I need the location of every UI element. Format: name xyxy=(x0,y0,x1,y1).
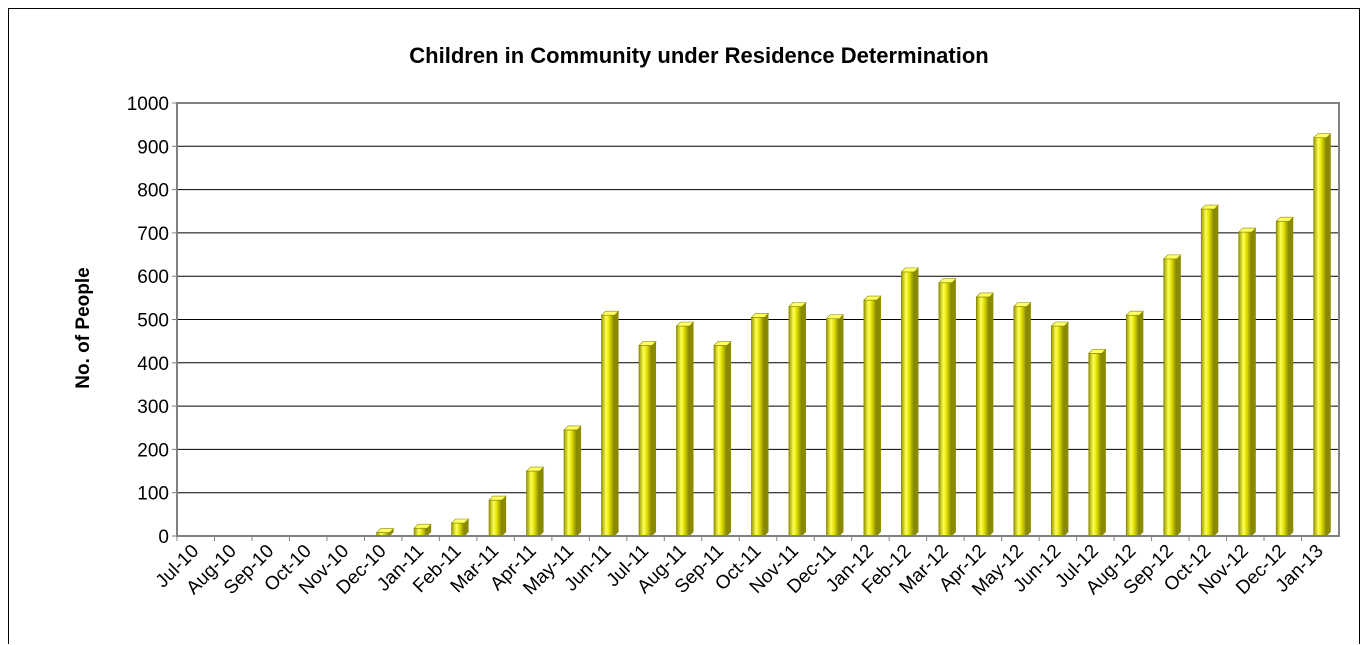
bar-body xyxy=(713,345,728,537)
bar xyxy=(1088,348,1107,537)
bar xyxy=(938,278,957,537)
bar-body xyxy=(1125,314,1140,537)
bar-side xyxy=(689,321,694,536)
bar-side xyxy=(464,519,469,536)
bar-side xyxy=(1289,217,1294,537)
bar xyxy=(563,425,582,537)
bar xyxy=(825,314,845,537)
bar xyxy=(413,523,432,537)
bar xyxy=(1200,204,1220,537)
bar-body xyxy=(976,296,990,537)
bar xyxy=(1313,133,1332,537)
bar xyxy=(488,495,507,537)
bar-body xyxy=(413,527,428,537)
bar xyxy=(750,313,770,537)
bar-body xyxy=(1163,258,1178,537)
bar xyxy=(1050,321,1070,537)
y-tick-label: 600 xyxy=(137,267,169,288)
y-axis-ticks: 0 100 200 300 400 500 600 700 800 900 1000 xyxy=(127,94,177,548)
bar-body xyxy=(1275,220,1290,537)
y-tick-label: 700 xyxy=(137,224,169,245)
chart-title: Children in Community under Residence De… xyxy=(409,43,988,68)
bar-side xyxy=(1326,133,1331,536)
bar-side xyxy=(389,528,394,536)
bar-side xyxy=(614,311,619,536)
bar-side xyxy=(539,467,544,536)
bar-body xyxy=(901,271,915,537)
chart: Children in Community under Residence De… xyxy=(73,43,1340,600)
bar-side xyxy=(1026,302,1031,536)
bar xyxy=(788,302,807,537)
bar xyxy=(375,528,395,537)
bar-side xyxy=(652,341,657,536)
bar xyxy=(675,321,695,537)
bar-body xyxy=(751,316,765,537)
bar xyxy=(638,341,657,537)
bar-body xyxy=(1088,352,1103,537)
bar xyxy=(450,518,470,537)
bar-body xyxy=(488,499,503,537)
bar xyxy=(863,295,882,537)
bar-body xyxy=(1050,325,1065,537)
bar-side xyxy=(427,524,432,536)
y-tick-label: 400 xyxy=(137,354,169,375)
bar xyxy=(1163,254,1182,537)
y-tick-label: 0 xyxy=(158,527,169,548)
bar-body xyxy=(788,306,803,537)
bar xyxy=(1238,227,1257,537)
bar-body xyxy=(638,345,653,537)
bar-side xyxy=(1101,349,1106,536)
bar xyxy=(1275,216,1294,537)
bar-side xyxy=(989,292,994,536)
bar-side xyxy=(502,496,507,536)
bar-body xyxy=(1238,231,1253,537)
bar xyxy=(1125,310,1145,537)
bar-side xyxy=(1139,311,1144,536)
bar-body xyxy=(1313,137,1328,537)
bar-side xyxy=(914,267,919,536)
y-tick-label: 800 xyxy=(137,181,169,202)
bar-body xyxy=(676,325,690,537)
bar-body xyxy=(526,470,540,537)
bar-body xyxy=(451,522,466,537)
y-tick-label: 1000 xyxy=(127,94,169,115)
bars xyxy=(375,133,1332,537)
chart-frame: Children in Community under Residence De… xyxy=(8,8,1360,644)
bar-side xyxy=(727,341,732,536)
x-axis-ticks: Jul-10Aug-10Sep-10Oct-10Nov-10Dec-10Jan-… xyxy=(152,536,1328,600)
bar-side xyxy=(801,302,806,536)
bar-side xyxy=(1064,321,1069,536)
y-axis-label: No. of People xyxy=(73,267,94,388)
bar xyxy=(713,341,732,537)
bar xyxy=(975,292,995,537)
bar xyxy=(600,310,620,537)
y-tick-label: 900 xyxy=(137,137,169,158)
bar xyxy=(525,466,545,537)
bar xyxy=(900,267,920,537)
bar-body xyxy=(563,429,578,537)
bar-side xyxy=(577,425,582,536)
bar-body xyxy=(938,282,953,537)
y-tick-label: 500 xyxy=(137,311,169,332)
bar-side xyxy=(1214,205,1219,536)
bar-side xyxy=(951,278,956,536)
bar-side xyxy=(764,313,769,536)
bar-body xyxy=(826,318,840,537)
bar-body xyxy=(863,299,878,537)
y-tick-label: 100 xyxy=(137,484,169,505)
bar-body xyxy=(601,314,615,537)
bar-side xyxy=(876,296,881,536)
bar-body xyxy=(1200,208,1215,537)
y-tick-label: 300 xyxy=(137,397,169,418)
y-tick-label: 200 xyxy=(137,440,169,461)
bar-side xyxy=(1176,254,1181,536)
bar-body xyxy=(1013,306,1028,537)
bar-side xyxy=(1251,228,1256,536)
bar xyxy=(1013,302,1032,537)
bar-side xyxy=(839,314,844,536)
